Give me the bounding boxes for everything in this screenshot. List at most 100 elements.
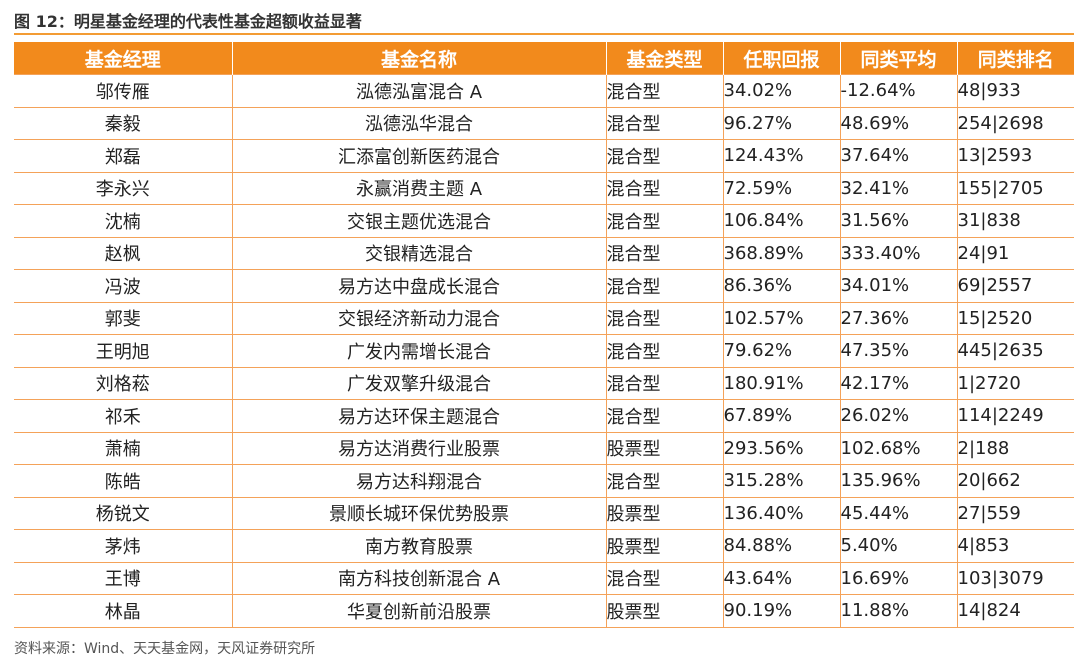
fund-manager-table: 基金经理 基金名称 基金类型 任职回报 同类平均 同类排名 邬传雁 泓德泓富混合… — [14, 42, 1074, 628]
table-row: 祁禾 易方达环保主题混合 混合型 67.89% 26.02% 114|2249 — [14, 399, 1074, 432]
table-row: 陈皓 易方达科翔混合 混合型 315.28% 135.96% 20|662 — [14, 464, 1074, 497]
cell-fund-name: 易方达科翔混合 — [231, 464, 606, 497]
table-row: 邬传雁 泓德泓富混合 A 混合型 34.02% -12.64% 48|933 — [14, 74, 1074, 107]
table-body: 邬传雁 泓德泓富混合 A 混合型 34.02% -12.64% 48|933 秦… — [14, 74, 1074, 628]
cell-fund-type: 混合型 — [605, 366, 723, 400]
cell-peer-rank: 4|853 — [956, 529, 1074, 562]
source-note: 资料来源：Wind、天天基金网，天风证券研究所 — [14, 641, 316, 657]
cell-manager: 刘格菘 — [14, 366, 232, 400]
cell-fund-name: 南方科技创新混合 A — [231, 561, 606, 595]
cell-tenure-return: 72.59% — [722, 171, 840, 205]
table-row: 冯波 易方达中盘成长混合 混合型 86.36% 34.01% 69|2557 — [14, 269, 1074, 302]
cell-fund-type: 混合型 — [605, 399, 723, 432]
cell-peer-average: 48.69% — [839, 106, 957, 140]
cell-fund-type: 混合型 — [605, 171, 723, 205]
cell-fund-type: 股票型 — [605, 496, 723, 530]
cell-manager: 祁禾 — [14, 399, 232, 432]
cell-peer-average: -12.64% — [839, 74, 957, 107]
cell-fund-name: 汇添富创新医药混合 — [231, 139, 606, 172]
cell-fund-type: 股票型 — [605, 594, 723, 628]
header-fund-name: 基金名称 — [231, 42, 606, 75]
header-peer-rank: 同类排名 — [956, 42, 1074, 75]
table-row: 刘格菘 广发双擎升级混合 混合型 180.91% 42.17% 1|2720 — [14, 366, 1074, 400]
cell-tenure-return: 34.02% — [722, 74, 840, 107]
cell-fund-type: 混合型 — [605, 464, 723, 497]
table-row: 郑磊 汇添富创新医药混合 混合型 124.43% 37.64% 13|2593 — [14, 139, 1074, 172]
cell-tenure-return: 84.88% — [722, 529, 840, 562]
cell-fund-type: 混合型 — [605, 236, 723, 270]
cell-manager: 王博 — [14, 561, 232, 595]
cell-fund-name: 交银主题优选混合 — [231, 204, 606, 237]
cell-fund-name: 交银精选混合 — [231, 236, 606, 270]
cell-manager: 杨锐文 — [14, 496, 232, 530]
cell-peer-average: 47.35% — [839, 334, 957, 367]
cell-peer-rank: 48|933 — [956, 74, 1074, 107]
cell-tenure-return: 79.62% — [722, 334, 840, 367]
cell-tenure-return: 293.56% — [722, 431, 840, 465]
table-row: 沈楠 交银主题优选混合 混合型 106.84% 31.56% 31|838 — [14, 204, 1074, 237]
cell-manager: 沈楠 — [14, 204, 232, 237]
header-fund-manager: 基金经理 — [14, 42, 232, 75]
cell-fund-type: 混合型 — [605, 74, 723, 107]
table-row: 王明旭 广发内需增长混合 混合型 79.62% 47.35% 445|2635 — [14, 334, 1074, 367]
cell-fund-name: 南方教育股票 — [231, 529, 606, 562]
cell-tenure-return: 102.57% — [722, 301, 840, 335]
cell-peer-rank: 254|2698 — [956, 106, 1074, 140]
table-row: 王博 南方科技创新混合 A 混合型 43.64% 16.69% 103|3079 — [14, 561, 1074, 595]
cell-peer-rank: 69|2557 — [956, 269, 1074, 302]
table-row: 秦毅 泓德泓华混合 混合型 96.27% 48.69% 254|2698 — [14, 106, 1074, 140]
cell-fund-name: 广发双擎升级混合 — [231, 366, 606, 400]
cell-tenure-return: 106.84% — [722, 204, 840, 237]
table-row: 林晶 华夏创新前沿股票 股票型 90.19% 11.88% 14|824 — [14, 594, 1074, 628]
cell-peer-average: 27.36% — [839, 301, 957, 335]
cell-tenure-return: 368.89% — [722, 236, 840, 270]
cell-manager: 陈皓 — [14, 464, 232, 497]
cell-tenure-return: 315.28% — [722, 464, 840, 497]
cell-tenure-return: 180.91% — [722, 366, 840, 400]
cell-peer-average: 5.40% — [839, 529, 957, 562]
cell-fund-name: 易方达消费行业股票 — [231, 431, 606, 465]
cell-fund-name: 景顺长城环保优势股票 — [231, 496, 606, 530]
cell-tenure-return: 86.36% — [722, 269, 840, 302]
cell-peer-average: 32.41% — [839, 171, 957, 205]
header-peer-average: 同类平均 — [839, 42, 957, 75]
figure-title: 图 12：明星基金经理的代表性基金超额收益显著 — [14, 12, 362, 31]
cell-manager: 赵枫 — [14, 236, 232, 270]
cell-peer-average: 16.69% — [839, 561, 957, 595]
cell-fund-type: 股票型 — [605, 529, 723, 562]
cell-fund-type: 混合型 — [605, 269, 723, 302]
cell-manager: 冯波 — [14, 269, 232, 302]
cell-fund-name: 广发内需增长混合 — [231, 334, 606, 367]
cell-peer-rank: 24|91 — [956, 236, 1074, 270]
table-row: 杨锐文 景顺长城环保优势股票 股票型 136.40% 45.44% 27|559 — [14, 496, 1074, 530]
cell-tenure-return: 124.43% — [722, 139, 840, 172]
cell-peer-average: 135.96% — [839, 464, 957, 497]
cell-peer-rank: 27|559 — [956, 496, 1074, 530]
cell-peer-average: 102.68% — [839, 431, 957, 465]
table-row: 茅炜 南方教育股票 股票型 84.88% 5.40% 4|853 — [14, 529, 1074, 562]
cell-peer-rank: 31|838 — [956, 204, 1074, 237]
cell-fund-name: 易方达中盘成长混合 — [231, 269, 606, 302]
cell-peer-average: 333.40% — [839, 236, 957, 270]
cell-manager: 郑磊 — [14, 139, 232, 172]
cell-peer-rank: 1|2720 — [956, 366, 1074, 400]
cell-manager: 王明旭 — [14, 334, 232, 367]
cell-fund-type: 混合型 — [605, 561, 723, 595]
cell-fund-name: 交银经济新动力混合 — [231, 301, 606, 335]
cell-peer-rank: 445|2635 — [956, 334, 1074, 367]
cell-fund-name: 华夏创新前沿股票 — [231, 594, 606, 628]
cell-tenure-return: 96.27% — [722, 106, 840, 140]
cell-peer-average: 26.02% — [839, 399, 957, 432]
cell-manager: 茅炜 — [14, 529, 232, 562]
table-row: 赵枫 交银精选混合 混合型 368.89% 333.40% 24|91 — [14, 236, 1074, 270]
cell-fund-name: 泓德泓富混合 A — [231, 74, 606, 107]
table-row: 郭斐 交银经济新动力混合 混合型 102.57% 27.36% 15|2520 — [14, 301, 1074, 335]
title-divider — [14, 33, 1074, 35]
cell-fund-type: 股票型 — [605, 431, 723, 465]
cell-peer-average: 34.01% — [839, 269, 957, 302]
cell-fund-name: 易方达环保主题混合 — [231, 399, 606, 432]
cell-peer-rank: 13|2593 — [956, 139, 1074, 172]
cell-fund-type: 混合型 — [605, 106, 723, 140]
cell-peer-average: 45.44% — [839, 496, 957, 530]
cell-peer-average: 31.56% — [839, 204, 957, 237]
